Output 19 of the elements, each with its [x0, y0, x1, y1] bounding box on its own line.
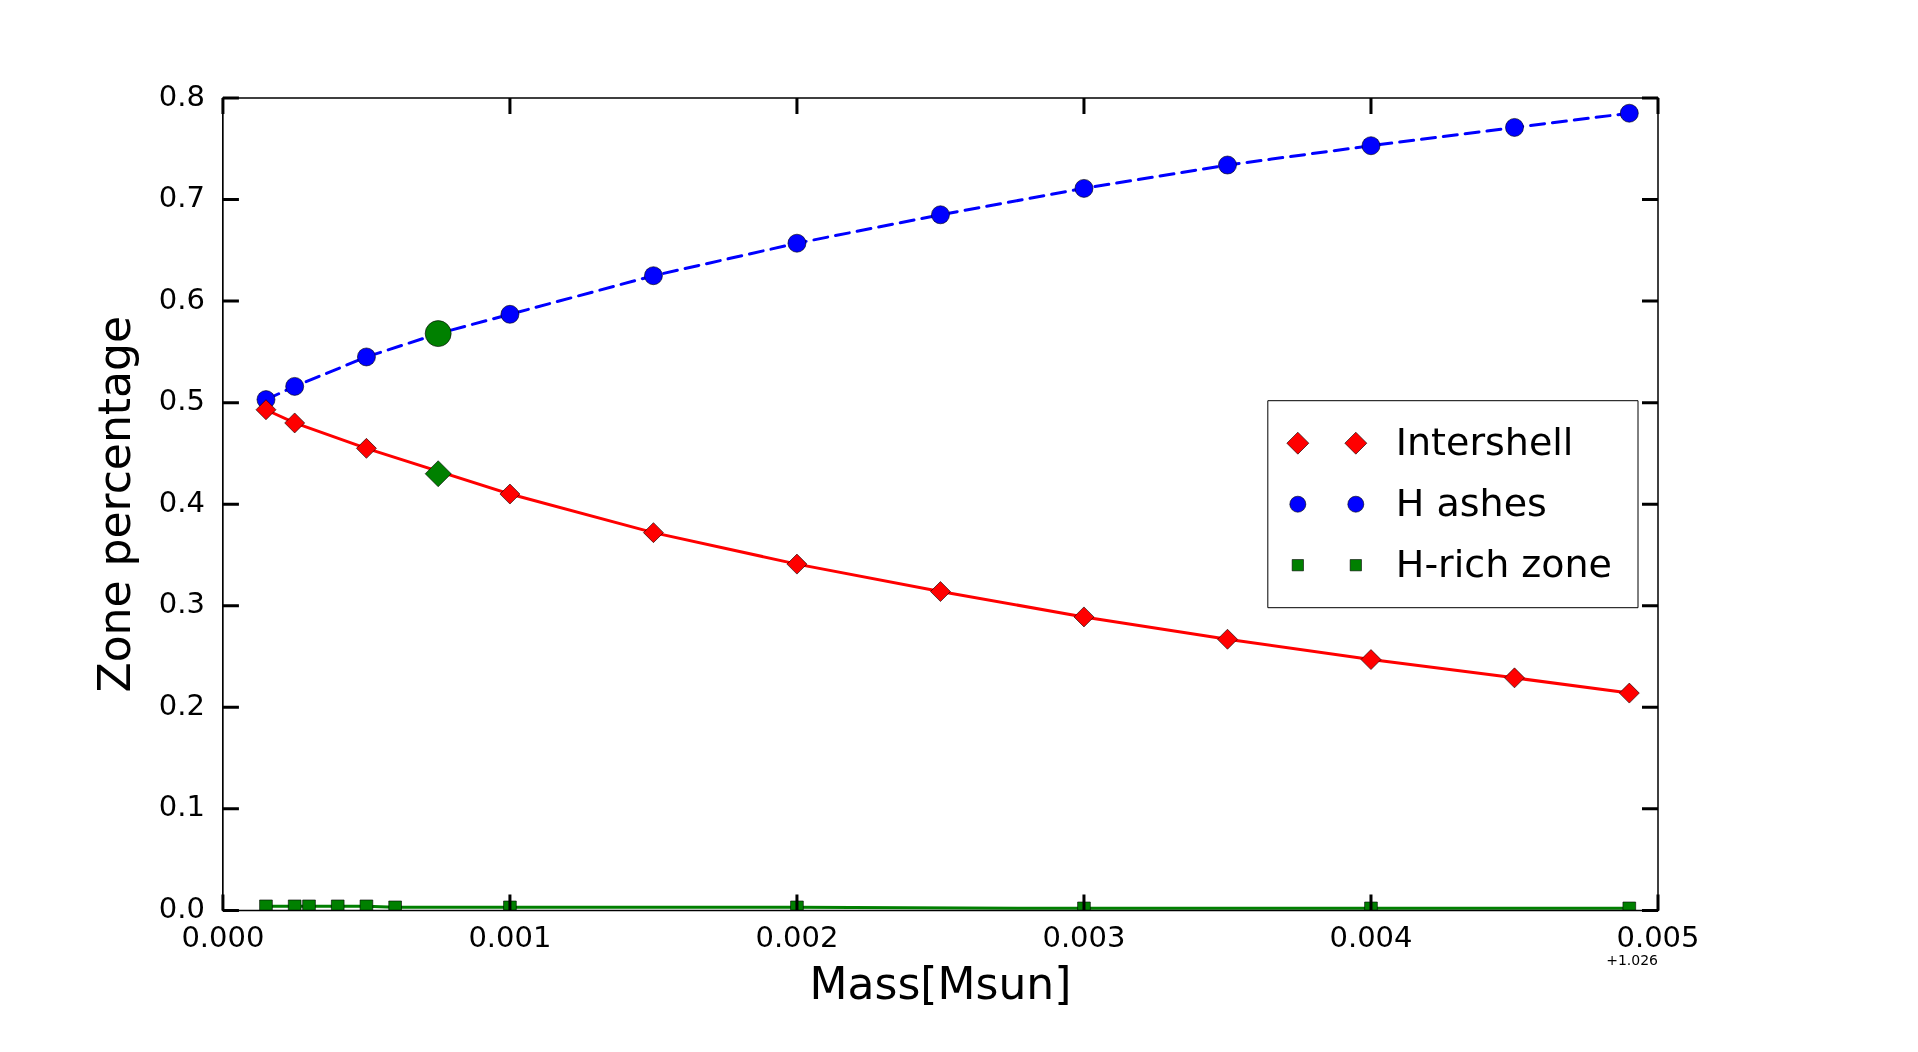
- x-axis-title: Mass[Msun]: [809, 958, 1072, 1010]
- y-tick-label: 0.4: [158, 484, 205, 519]
- legend-label: Intershell: [1395, 420, 1574, 465]
- text: +1.026: [1606, 952, 1659, 969]
- x-tick-label: 0.004: [1329, 920, 1413, 955]
- y-tick-label: 0.7: [158, 180, 205, 215]
- y-tick-label: 0.8: [158, 78, 205, 113]
- y-tick-label: 0.5: [158, 383, 205, 418]
- x-tick-label: 0.001: [468, 920, 552, 955]
- y-tick-label: 0.2: [158, 687, 205, 722]
- x-tick-label: 0.002: [755, 920, 839, 955]
- y-axis-title: Zone percentage: [88, 315, 140, 693]
- y-tick-label: 0.3: [158, 586, 205, 621]
- x-tick-label: 0.005: [1616, 920, 1700, 955]
- legend-label: H ashes: [1395, 481, 1547, 526]
- y-tick-label: 0.6: [158, 281, 205, 316]
- x-tick-label: 0.003: [1042, 920, 1126, 955]
- legend-label: H-rich zone: [1395, 542, 1613, 587]
- y-tick-label: 0.1: [158, 789, 205, 824]
